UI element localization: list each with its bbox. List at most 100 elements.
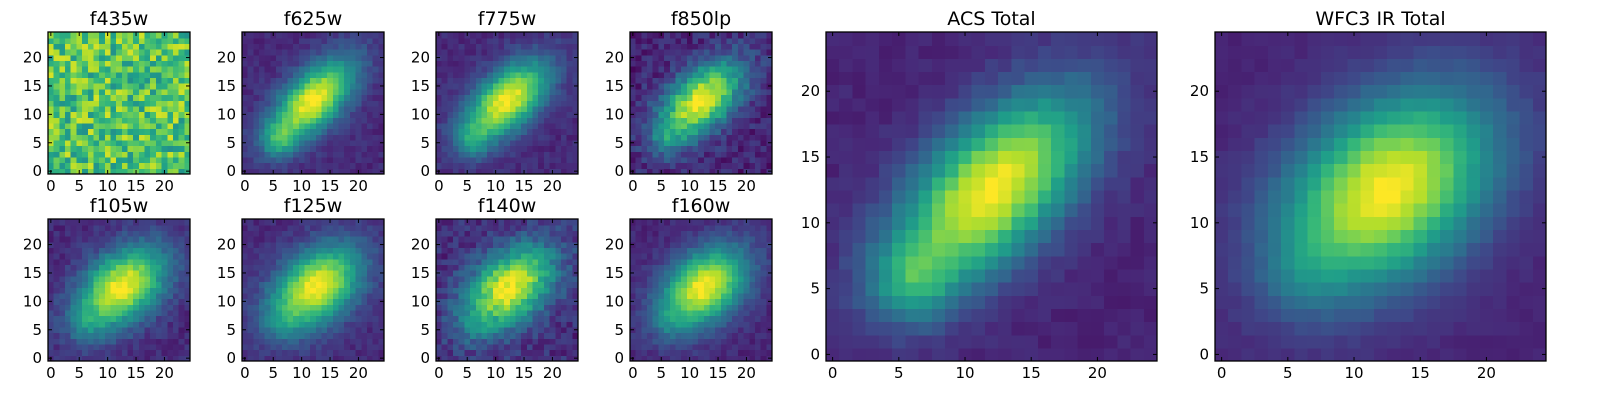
heatmap-cell <box>264 139 271 147</box>
heatmap-cell <box>127 258 134 266</box>
heatmap-cell <box>48 253 55 260</box>
heatmap-cell <box>737 37 745 44</box>
heatmap-cell <box>720 32 728 39</box>
heatmap-cell <box>121 111 129 118</box>
heatmap-cell <box>732 100 739 107</box>
heatmap-cell <box>515 151 522 158</box>
heatmap-cell <box>242 151 249 158</box>
heatmap-cell <box>247 77 254 84</box>
heatmap-cell <box>732 292 739 300</box>
heatmap-cell <box>504 162 511 169</box>
heatmap-cell <box>766 338 773 345</box>
heatmap-cell <box>264 162 271 169</box>
heatmap-cell <box>287 315 294 322</box>
heatmap-cell <box>344 156 351 164</box>
heatmap-cell <box>515 309 522 317</box>
heatmap-cell <box>726 32 733 39</box>
heatmap-cell <box>709 111 716 118</box>
heatmap-cell <box>675 49 682 56</box>
heatmap-cell <box>754 315 762 322</box>
y-tick-label: 20 <box>605 49 624 67</box>
heatmap-cell <box>572 236 579 243</box>
heatmap-cell <box>630 281 637 288</box>
heatmap-cell <box>378 49 385 56</box>
heatmap-cell <box>104 281 112 288</box>
x-tick-label: 15 <box>320 364 339 382</box>
heatmap-cell <box>475 71 483 79</box>
heatmap-cell <box>349 304 357 311</box>
heatmap-cell <box>150 298 157 305</box>
heatmap-cell <box>304 338 311 345</box>
heatmap-cell <box>155 139 163 147</box>
heatmap-cell <box>515 304 522 311</box>
heatmap-cell <box>766 100 773 107</box>
heatmap-cell <box>652 145 659 152</box>
heatmap-cell <box>304 315 311 322</box>
heatmap-cell <box>453 54 460 61</box>
x-tick-label: 5 <box>74 364 84 382</box>
heatmap-cell <box>276 145 283 152</box>
heatmap-cell <box>93 145 100 152</box>
heatmap-cell <box>178 49 185 56</box>
heatmap-cell <box>372 338 379 345</box>
heatmap-cell <box>110 292 117 300</box>
heatmap-cell <box>48 156 55 164</box>
heatmap-cell <box>127 49 134 56</box>
heatmap-cell <box>304 281 311 288</box>
heatmap-cell <box>515 60 522 67</box>
heatmap-cell <box>150 292 157 300</box>
heatmap-cell <box>127 77 134 84</box>
heatmap-cell <box>87 156 95 164</box>
heatmap-cell <box>441 145 448 152</box>
heatmap-cell <box>470 49 477 56</box>
heatmap-cell <box>538 292 545 300</box>
heatmap-cell <box>184 71 191 79</box>
heatmap-cell <box>521 247 528 254</box>
heatmap-cell <box>526 253 534 260</box>
heatmap-cell <box>760 156 767 164</box>
heatmap-cell <box>82 66 89 73</box>
heatmap-cell <box>366 219 374 226</box>
heatmap-cell <box>48 224 55 231</box>
heatmap-cell <box>53 343 60 351</box>
heatmap-cell <box>93 94 100 101</box>
heatmap-cell <box>138 332 146 339</box>
heatmap-cell <box>259 338 266 345</box>
heatmap-cell <box>242 156 249 164</box>
heatmap-cell <box>521 275 528 283</box>
heatmap-cell <box>703 162 711 169</box>
heatmap-cell <box>361 145 368 152</box>
heatmap-cell <box>572 156 579 164</box>
heatmap-cell <box>709 122 716 130</box>
heatmap-cell <box>470 264 477 271</box>
heatmap-cell <box>492 241 500 248</box>
heatmap-cell <box>760 168 767 175</box>
heatmap-cell <box>509 258 517 266</box>
heatmap-cell <box>70 349 77 356</box>
heatmap-cell <box>104 275 112 283</box>
heatmap-cell <box>321 162 328 169</box>
heatmap-cell <box>532 151 539 158</box>
heatmap-cell <box>560 100 568 107</box>
heatmap-cell <box>366 355 374 362</box>
heatmap-cell <box>93 37 100 44</box>
heatmap-cell <box>698 71 705 79</box>
heatmap-cell <box>504 122 511 130</box>
y-tick-label: 10 <box>217 105 236 123</box>
heatmap-cell <box>155 219 163 226</box>
heatmap-cell <box>184 230 191 237</box>
heatmap-cell <box>692 60 699 67</box>
heatmap-cell <box>276 253 283 260</box>
heatmap-cell <box>65 162 72 169</box>
x-tick-label: 0 <box>240 177 250 195</box>
heatmap-cell <box>766 66 773 73</box>
heatmap-cell <box>253 309 260 317</box>
heatmap-cell <box>630 145 637 152</box>
heatmap-cell <box>270 94 277 101</box>
heatmap-cell <box>264 111 271 118</box>
heatmap-cell <box>538 105 545 113</box>
heatmap-cell <box>178 253 185 260</box>
heatmap-cell <box>104 60 112 67</box>
heatmap-cell <box>481 326 488 334</box>
heatmap-cell <box>692 156 699 164</box>
